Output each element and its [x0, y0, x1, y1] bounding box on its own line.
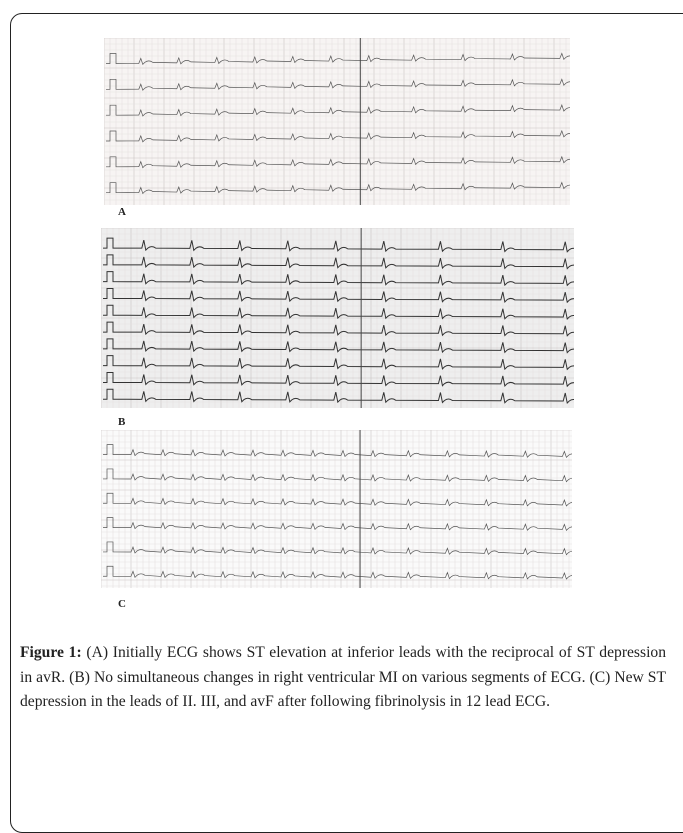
ecg-paper — [101, 430, 572, 588]
ecg-trace — [106, 104, 570, 117]
ecg-trace — [103, 444, 572, 458]
figure-caption: Figure 1: (A) Initially ECG shows ST ele… — [20, 641, 666, 715]
panel-label: A — [118, 206, 126, 218]
ecg-trace — [103, 254, 574, 270]
ecg-image — [104, 38, 570, 205]
ecg-trace — [103, 321, 574, 337]
ecg-trace — [103, 271, 574, 287]
ecg-trace — [103, 371, 574, 388]
ecg-image — [101, 228, 574, 408]
ecg-trace — [106, 78, 570, 91]
ecg-trace — [103, 355, 574, 371]
ecg-trace — [106, 52, 570, 66]
ecg-trace — [103, 468, 572, 483]
ecg-trace — [103, 517, 572, 531]
ecg-trace — [103, 237, 574, 253]
ecg-trace — [103, 388, 574, 404]
panel-label: B — [118, 416, 126, 428]
ecg-image — [101, 430, 572, 588]
ecg-trace — [106, 129, 570, 143]
ecg-trace — [103, 565, 572, 580]
ecg-trace — [103, 287, 574, 304]
ecg-trace — [106, 155, 570, 169]
panel-label: C — [118, 598, 126, 610]
ecg-trace — [103, 304, 574, 320]
ecg-trace — [103, 492, 572, 507]
ecg-trace — [103, 541, 572, 556]
page: A B C Figure 1: (A) Initially ECG shows … — [10, 13, 683, 833]
ecg-trace — [103, 338, 574, 354]
ecg-paper — [104, 38, 570, 205]
ecg-trace — [106, 181, 570, 195]
caption-text: (A) Initially ECG shows ST elevation at … — [20, 644, 666, 711]
caption-label: Figure 1: — [20, 644, 82, 661]
